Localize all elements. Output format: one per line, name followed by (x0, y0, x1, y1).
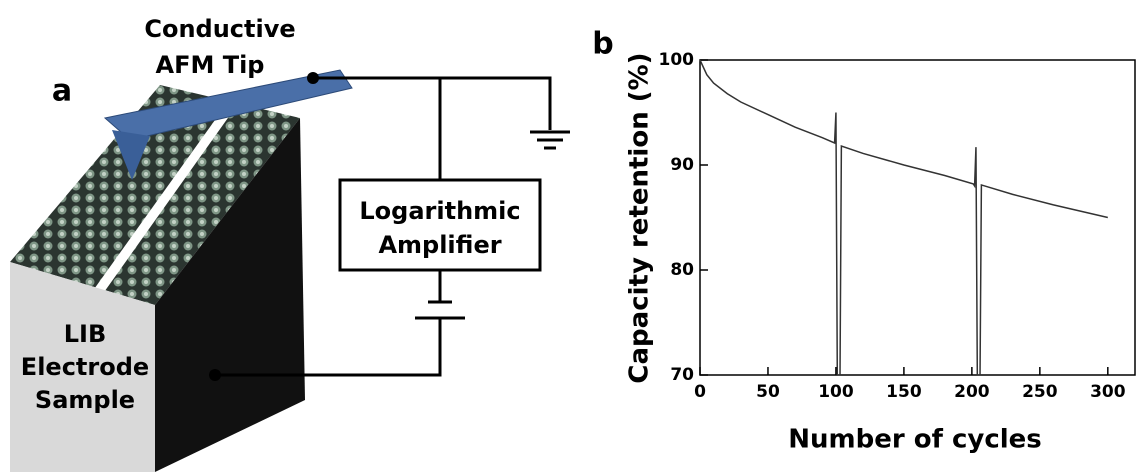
ground-wire (313, 76, 570, 150)
y-tick-label: 90 (670, 155, 694, 175)
sample-label: LIB (64, 320, 107, 348)
sample-label: Electrode (21, 353, 149, 381)
y-tick-label: 80 (670, 260, 694, 280)
x-tick-label: 0 (694, 382, 706, 402)
x-tick-label: 100 (818, 382, 854, 402)
y-tick-label: 100 (659, 50, 695, 70)
y-axis-label: Capacity retention (%) (625, 52, 655, 383)
x-tick-label: 300 (1090, 382, 1126, 402)
x-tick-label: 250 (1022, 382, 1058, 402)
afm-tip (112, 130, 150, 180)
tip-label: AFM Tip (156, 51, 265, 79)
panel-b: b Number of cycles Capacity retention (%… (592, 27, 1136, 455)
panel-a: a Conductive AFM Tip Logarithmic Amplifi… (10, 15, 570, 472)
amplifier-box (338, 178, 542, 272)
sample-label: Sample (35, 386, 135, 414)
amplifier-label: Logarithmic (359, 197, 520, 225)
x-axis-label: Number of cycles (788, 425, 1042, 455)
plot-frame (699, 59, 1136, 376)
x-tick-label: 150 (886, 382, 922, 402)
panel-label: b (592, 27, 613, 62)
circuit-wire (215, 78, 465, 377)
scan-stripe (92, 106, 235, 295)
x-tick-label: 200 (954, 382, 990, 402)
data-line (699, 59, 1108, 376)
sample-front (10, 262, 155, 472)
y-tick-label: 70 (670, 365, 694, 385)
panel-label: a (52, 74, 72, 109)
sample-side (155, 118, 305, 472)
tip-label: Conductive (144, 15, 295, 43)
contact-dot (209, 369, 221, 381)
contact-dot (307, 72, 319, 84)
x-tick-label: 50 (756, 382, 780, 402)
sample-top (10, 85, 300, 305)
amplifier-label: Amplifier (378, 231, 501, 259)
